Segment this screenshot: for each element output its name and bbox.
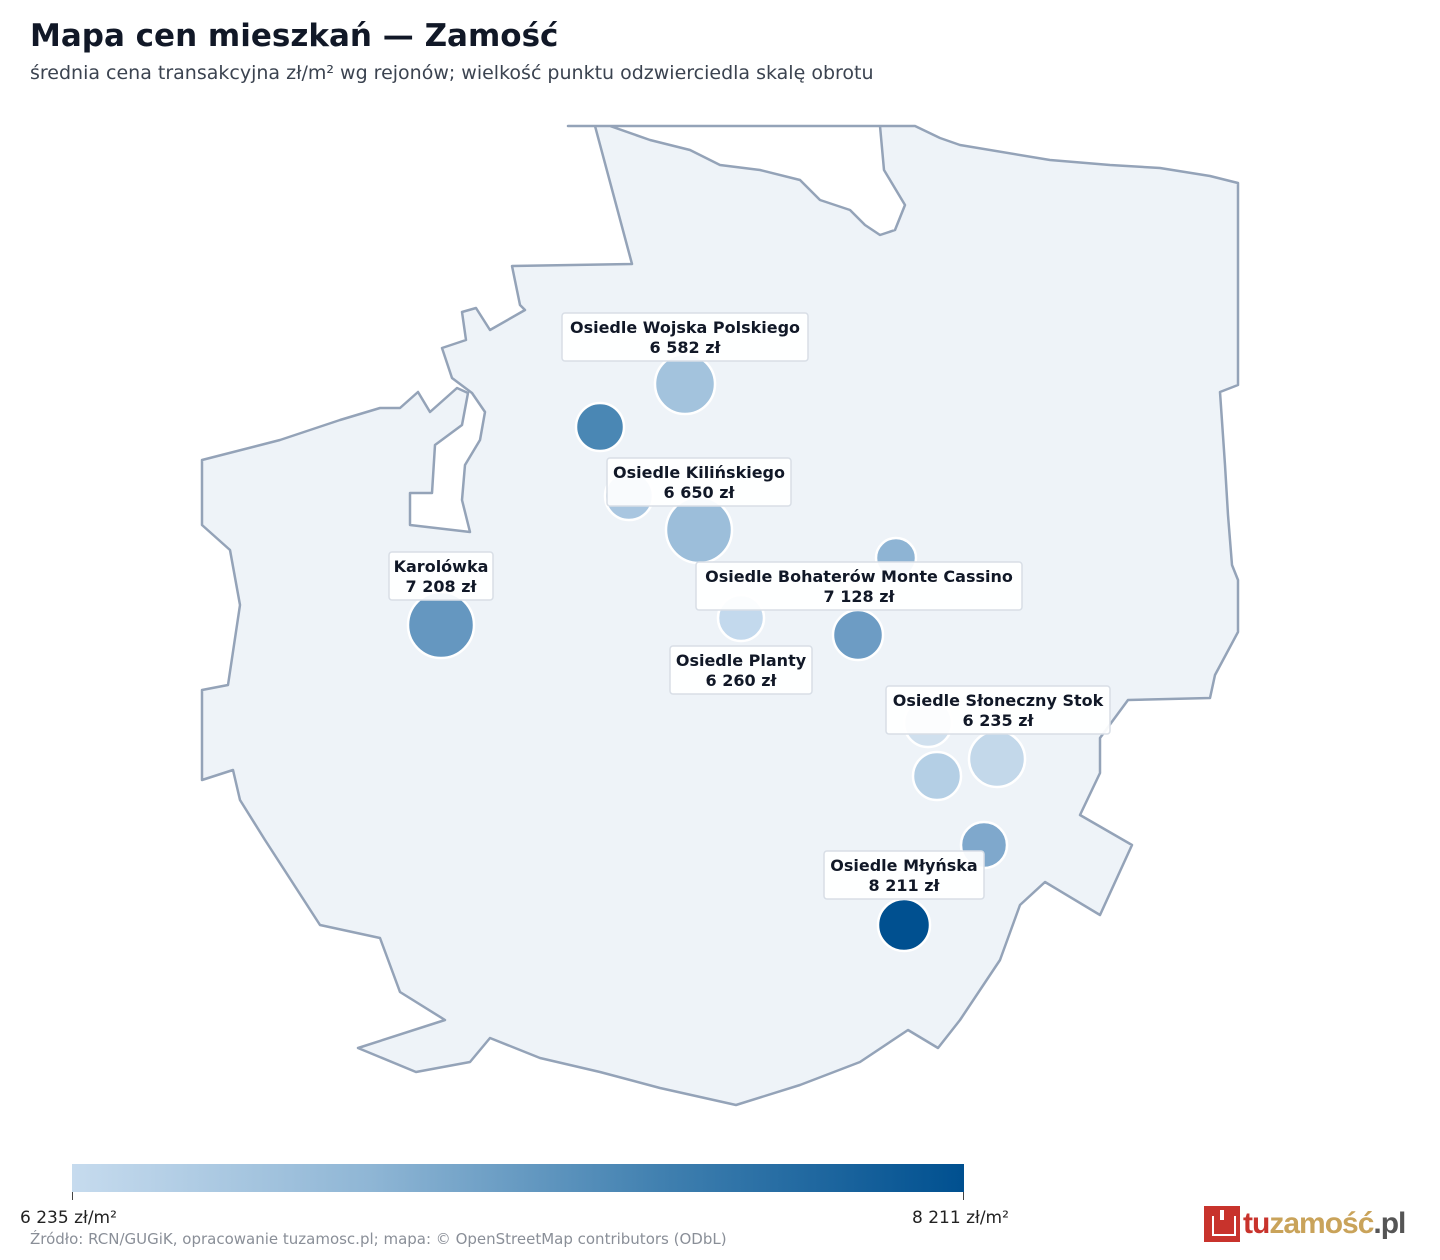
- district-point[interactable]: [653, 352, 717, 416]
- district-name: Osiedle Bohaterów Monte Cassino: [705, 567, 1013, 586]
- district-point[interactable]: [911, 750, 963, 802]
- district-price: 6 260 zł: [706, 671, 778, 690]
- district-point[interactable]: [664, 495, 734, 565]
- district-label-box: [561, 312, 809, 362]
- district-price: 6 650 zł: [664, 483, 736, 502]
- scale-max-label: 8 211 zł/m²: [912, 1208, 1009, 1228]
- district-price: 6 582 zł: [650, 338, 722, 357]
- district-price: 7 128 zł: [824, 587, 896, 606]
- district-point[interactable]: [967, 729, 1027, 789]
- color-scale-bar: [72, 1164, 964, 1192]
- district-name: Karolówka: [394, 557, 489, 576]
- district-name: Osiedle Słoneczny Stok: [893, 691, 1104, 710]
- district-name: Osiedle Kilińskiego: [613, 463, 785, 482]
- district-name: Osiedle Wojska Polskiego: [570, 318, 800, 337]
- district-point[interactable]: [876, 897, 932, 953]
- district-point[interactable]: [831, 608, 885, 662]
- page-title: Mapa cen mieszkań — Zamość: [30, 18, 559, 54]
- brand-logo[interactable]: tuzamość.pl: [1204, 1206, 1406, 1242]
- scale-tick-max: [963, 1192, 964, 1200]
- page-subtitle: średnia cena transakcyjna zł/m² wg rejon…: [30, 62, 874, 84]
- district-label-box: [388, 551, 494, 601]
- district-name: Osiedle Młyńska: [830, 856, 977, 875]
- district-price: 6 235 zł: [963, 711, 1035, 730]
- district-label-box: [606, 457, 792, 507]
- district-price: 8 211 zł: [869, 876, 941, 895]
- district-label-box: [823, 850, 985, 900]
- district-label-box: [695, 561, 1023, 611]
- scale-min-label: 6 235 zł/m²: [20, 1208, 117, 1228]
- scale-tick-min: [72, 1192, 73, 1200]
- source-note: Źródło: RCN/GUGiK, opracowanie tuzamosc.…: [30, 1230, 727, 1248]
- district-label-box: [885, 685, 1111, 735]
- district-price: 7 208 zł: [406, 577, 478, 596]
- district-point[interactable]: [574, 401, 626, 453]
- district-point[interactable]: [406, 590, 476, 660]
- brand-wordmark: tuzamość.pl: [1243, 1207, 1406, 1240]
- district-name: Osiedle Planty: [676, 651, 807, 670]
- town-hall-icon: [1204, 1206, 1240, 1242]
- district-label-box: [669, 645, 813, 695]
